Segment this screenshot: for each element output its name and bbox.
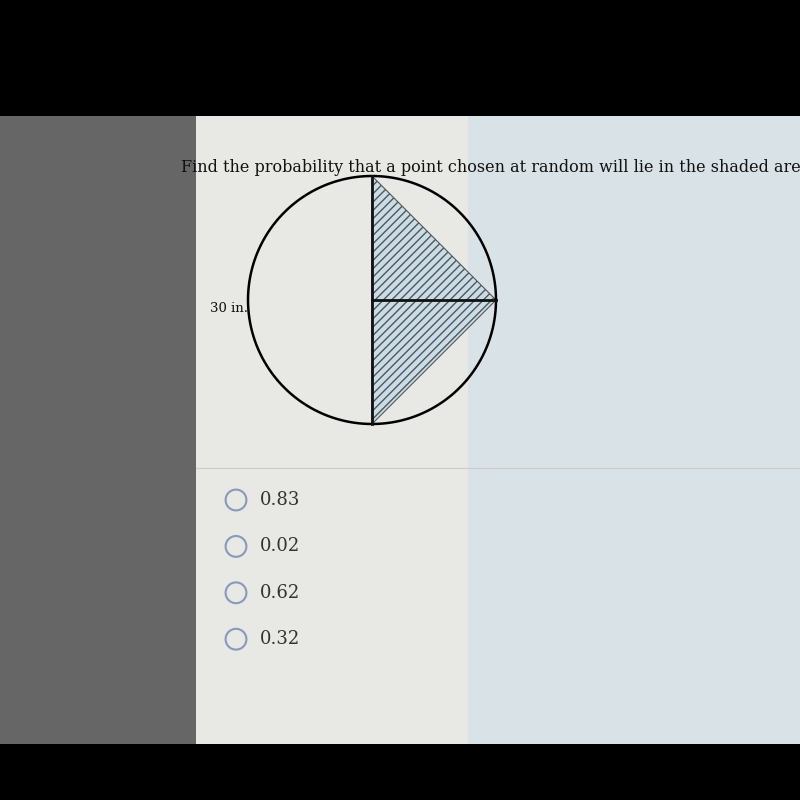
Text: 30 in.: 30 in. <box>210 302 248 314</box>
Text: 0.62: 0.62 <box>260 584 300 602</box>
Bar <box>0 744 800 800</box>
Bar <box>196 116 800 744</box>
Text: 0.83: 0.83 <box>260 491 300 509</box>
Text: 0.02: 0.02 <box>260 538 300 555</box>
Bar <box>0 116 196 744</box>
Bar <box>468 116 800 744</box>
Bar <box>0 0 800 116</box>
Polygon shape <box>372 176 496 424</box>
Text: Find the probability that a point chosen at random will lie in the shaded area.: Find the probability that a point chosen… <box>181 159 800 177</box>
Text: 0.32: 0.32 <box>260 630 300 648</box>
